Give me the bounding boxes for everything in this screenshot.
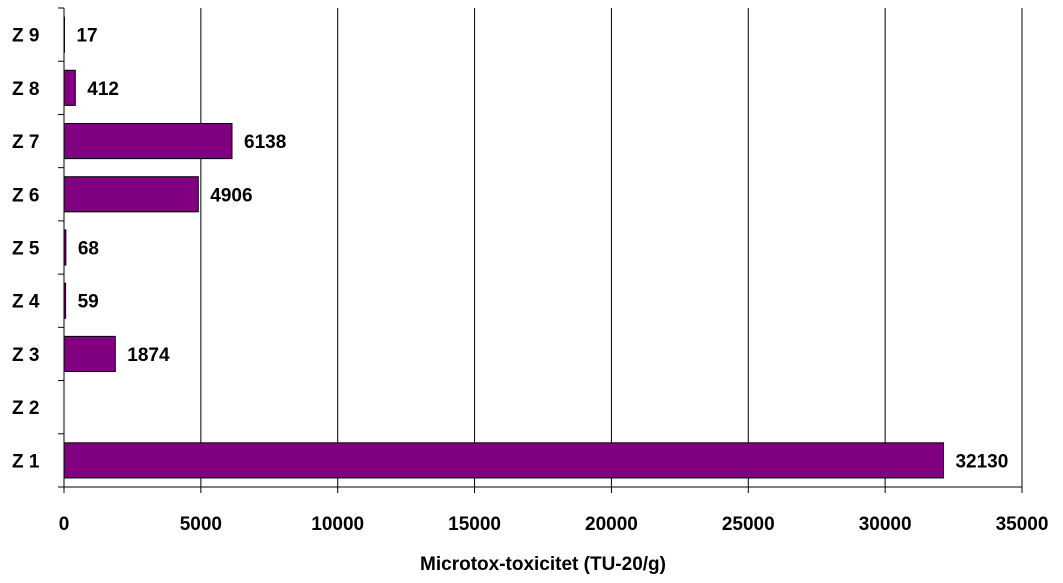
bar xyxy=(63,122,233,160)
x-tick-label: 20000 xyxy=(585,514,638,535)
x-tick-label: 10000 xyxy=(311,514,364,535)
x-tick-label: 25000 xyxy=(722,514,775,535)
x-axis-title: Microtox-toxicitet (TU-20/g) xyxy=(420,554,666,575)
category-label: Z 5 xyxy=(12,239,40,260)
x-tick-label: 0 xyxy=(59,514,70,535)
bars xyxy=(63,16,944,479)
x-tick-label: 35000 xyxy=(996,514,1049,535)
x-tick-label: 5000 xyxy=(180,514,222,535)
category-label: Z 3 xyxy=(12,345,39,366)
data-label: 17 xyxy=(76,26,97,47)
data-label: 59 xyxy=(78,292,99,313)
data-label: 32130 xyxy=(955,451,1008,472)
data-labels: 32130 1874 59 68 4906 6138 412 17 xyxy=(76,26,1008,473)
axes xyxy=(58,7,1023,493)
category-label: Z 6 xyxy=(12,185,39,206)
category-labels: Z 1 Z 2 Z 3 Z 4 Z 5 Z 6 Z 7 Z 8 Z 9 xyxy=(12,26,40,473)
category-label: Z 8 xyxy=(12,79,39,100)
category-label: Z 7 xyxy=(12,132,39,153)
category-label: Z 2 xyxy=(12,398,39,419)
grid-lines xyxy=(200,8,1023,487)
data-label: 68 xyxy=(78,239,99,260)
data-label: 412 xyxy=(87,79,119,100)
data-label: 6138 xyxy=(244,132,286,153)
x-tick-label: 30000 xyxy=(859,514,912,535)
category-label: Z 4 xyxy=(12,292,40,313)
x-tick-labels: 0 5000 10000 15000 20000 25000 30000 35000 xyxy=(59,514,1049,535)
category-label: Z 9 xyxy=(12,26,39,47)
bar xyxy=(63,335,116,373)
category-label: Z 1 xyxy=(12,451,40,472)
x-tick-label: 15000 xyxy=(448,514,501,535)
data-label: 4906 xyxy=(210,185,252,206)
bar xyxy=(63,176,199,213)
bar xyxy=(63,69,76,106)
bar xyxy=(63,442,944,479)
data-label: 1874 xyxy=(127,345,170,366)
